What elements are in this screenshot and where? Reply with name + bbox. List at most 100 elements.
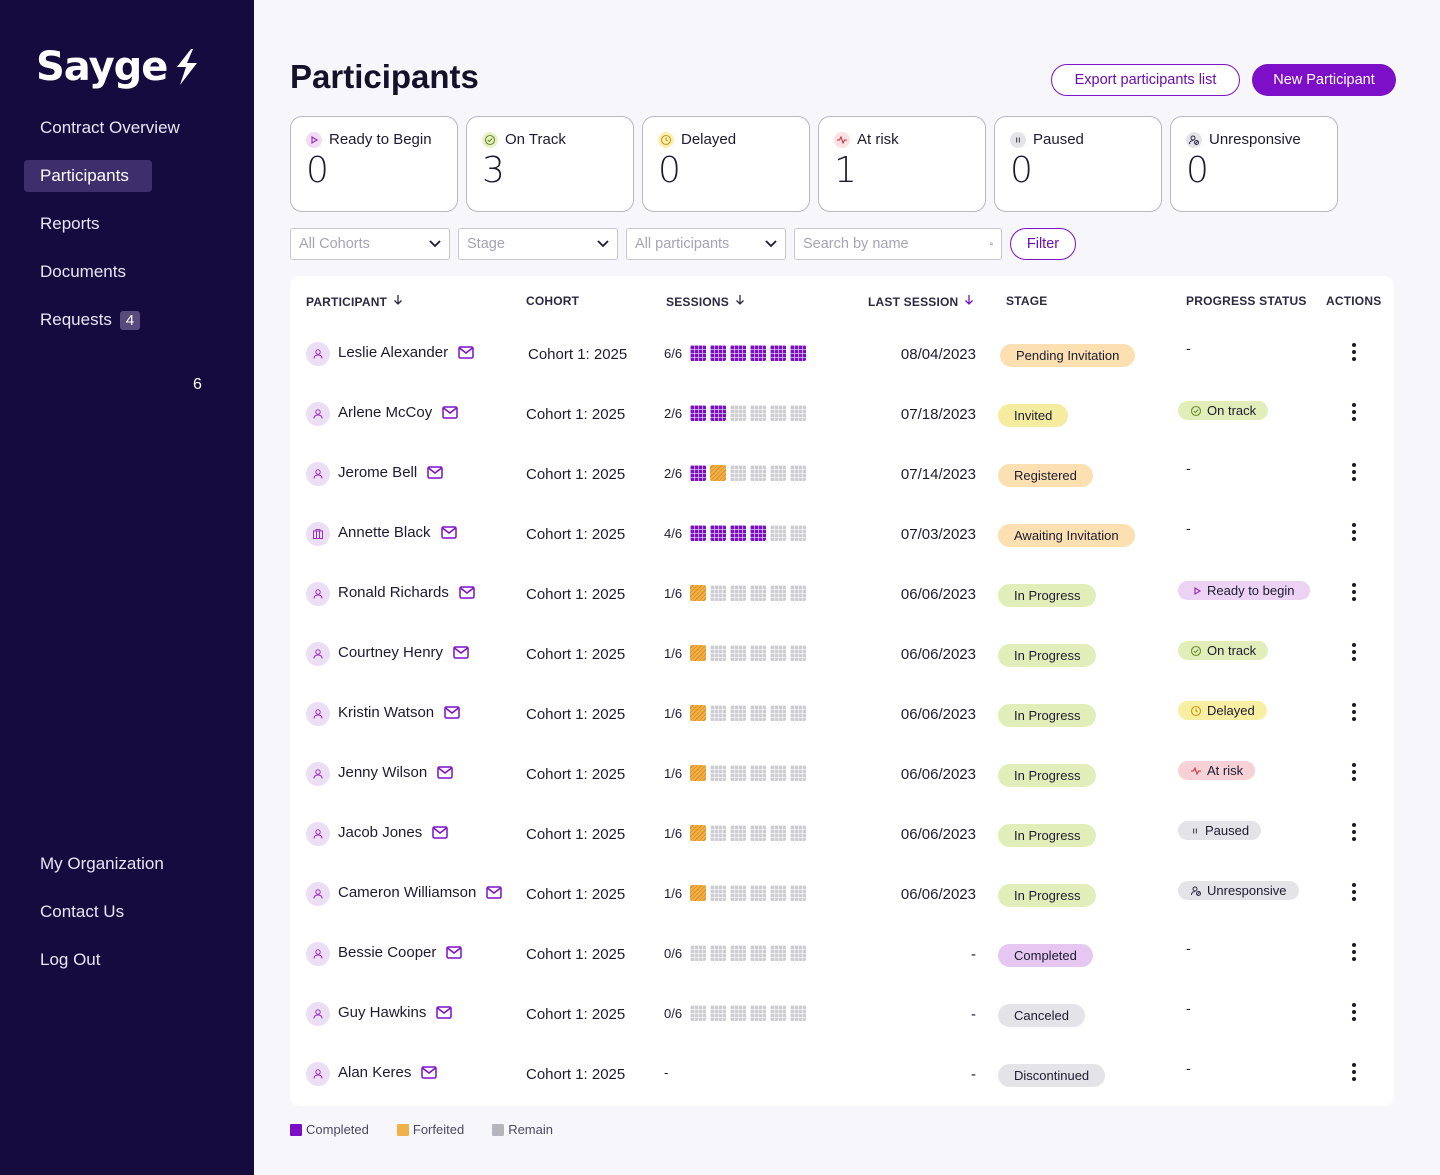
participants-select[interactable]: All participants: [626, 228, 786, 260]
sidebar-item-contact-us[interactable]: Contact Us: [24, 896, 230, 928]
stage-select[interactable]: Stage: [458, 228, 618, 260]
column-header-sessions[interactable]: SESSIONS: [666, 294, 745, 309]
progress-status-label: Ready to begin: [1207, 583, 1295, 598]
mail-icon[interactable]: [453, 646, 469, 659]
user-icon: [306, 1002, 330, 1026]
session-square-remaining: [750, 585, 766, 601]
sort-arrow-icon[interactable]: [735, 294, 745, 309]
cohort-select[interactable]: All Cohorts: [290, 228, 450, 260]
participant-name[interactable]: Jenny Wilson: [338, 764, 453, 781]
cohort-cell: Cohort 1: 2025: [526, 1006, 626, 1023]
pulse-icon: [834, 131, 850, 148]
mail-icon[interactable]: [446, 946, 463, 959]
more-actions-icon[interactable]: [1344, 1002, 1364, 1022]
participant-name[interactable]: Annette Black: [338, 524, 457, 541]
status-card-header: On Track: [482, 131, 618, 148]
session-square-remaining: [790, 405, 806, 421]
session-square-remaining: [730, 1005, 746, 1021]
participant-name[interactable]: Arlene McCoy: [338, 404, 458, 421]
participant-name[interactable]: Alan Keres: [338, 1064, 438, 1081]
participant-name[interactable]: Leslie Alexander: [338, 344, 474, 361]
sort-arrow-icon[interactable]: [964, 294, 974, 309]
more-actions-icon[interactable]: [1344, 582, 1364, 602]
export-participants-button[interactable]: Export participants list: [1051, 64, 1240, 96]
progress-status-label: At risk: [1207, 763, 1244, 778]
status-card-at-risk[interactable]: At risk 1: [818, 116, 986, 212]
participant-name[interactable]: Jerome Bell: [338, 464, 443, 481]
participant-name[interactable]: Cameron Williamson: [338, 884, 503, 901]
mail-icon[interactable]: [442, 406, 458, 419]
search-input[interactable]: [803, 236, 990, 252]
mail-icon[interactable]: [432, 826, 448, 839]
last-session-cell: 08/04/2023: [900, 346, 976, 363]
session-square-remaining: [710, 705, 726, 721]
mail-icon[interactable]: [458, 346, 474, 359]
status-card-delayed[interactable]: Delayed 0: [642, 116, 810, 212]
mail-icon[interactable]: [444, 706, 460, 719]
stage-badge: Canceled: [998, 1004, 1085, 1027]
sidebar-item-requests[interactable]: Requests 4: [24, 304, 230, 336]
session-square-remaining: [750, 1005, 766, 1021]
participant-name[interactable]: Bessie Cooper: [338, 944, 463, 961]
status-card-paused[interactable]: Paused 0: [994, 116, 1162, 212]
participant-name[interactable]: Kristin Watson: [338, 704, 460, 721]
filter-button[interactable]: Filter: [1010, 228, 1076, 260]
more-actions-icon[interactable]: [1344, 822, 1364, 842]
more-actions-icon[interactable]: [1344, 762, 1364, 782]
sessions-cell: 1/6: [664, 765, 806, 781]
status-card-unresponsive[interactable]: Unresponsive 0: [1170, 116, 1338, 212]
column-header-last-session[interactable]: LAST SESSION: [868, 294, 974, 309]
column-header-stage: STAGE: [1006, 294, 1047, 308]
search-icon[interactable]: [990, 236, 993, 252]
sidebar-item-participants[interactable]: Participants: [24, 160, 152, 192]
more-actions-icon[interactable]: [1344, 882, 1364, 902]
user-icon: [306, 462, 330, 486]
more-actions-icon[interactable]: [1344, 642, 1364, 662]
status-card-header: Ready to Begin: [306, 131, 442, 148]
mail-icon[interactable]: [486, 886, 503, 899]
kebab-dot: [1352, 403, 1356, 407]
sidebar-item-label: Documents: [40, 262, 126, 281]
participant-name[interactable]: Guy Hawkins: [338, 1004, 453, 1021]
more-actions-icon[interactable]: [1344, 702, 1364, 722]
mail-icon[interactable]: [459, 586, 475, 599]
mail-icon[interactable]: [421, 1066, 438, 1079]
status-card-ready-to-begin[interactable]: Ready to Begin 0: [290, 116, 458, 212]
sidebar-item-documents[interactable]: Documents: [24, 256, 230, 288]
session-square-remaining: [730, 765, 746, 781]
participant-name[interactable]: Jacob Jones: [338, 824, 448, 841]
cohort-cell: Cohort 1: 2025: [526, 526, 626, 543]
table-row: Arlene McCoy Cohort 1: 2025 2/6 07/18/2023 I…: [290, 384, 1394, 444]
participant-name[interactable]: Courtney Henry: [338, 644, 469, 661]
mail-icon[interactable]: [436, 1006, 453, 1019]
sidebar-item-contract-overview[interactable]: Contract Overview: [24, 112, 230, 144]
more-actions-icon[interactable]: [1344, 942, 1364, 962]
mail-icon[interactable]: [437, 766, 453, 779]
more-actions-icon[interactable]: [1344, 522, 1364, 542]
sidebar-item-my-organization[interactable]: My Organization: [24, 848, 230, 880]
brand-logo[interactable]: Sayge: [36, 44, 201, 90]
participant-name[interactable]: Ronald Richards: [338, 584, 475, 601]
sidebar-item-label: Log Out: [40, 950, 101, 969]
mail-icon[interactable]: [427, 466, 443, 479]
more-actions-icon[interactable]: [1344, 402, 1364, 422]
mail-icon[interactable]: [440, 526, 457, 539]
kebab-dot: [1352, 523, 1356, 527]
sort-arrow-icon[interactable]: [393, 294, 403, 309]
sidebar-item-reports[interactable]: Reports: [24, 208, 230, 240]
sessions-count: 2/6: [664, 465, 683, 481]
kebab-dot: [1352, 1077, 1356, 1081]
status-card-on-track[interactable]: On Track 3: [466, 116, 634, 212]
stage-badge: Registered: [998, 464, 1093, 487]
stage-badge: Pending Invitation: [1000, 344, 1136, 367]
column-header-participant[interactable]: PARTICIPANT: [306, 294, 403, 309]
new-participant-button[interactable]: New Participant: [1252, 64, 1396, 96]
participant-name-text: Jerome Bell: [338, 464, 418, 481]
more-actions-icon[interactable]: [1344, 1062, 1364, 1082]
session-square-remaining: [770, 705, 786, 721]
sessions-count: 6/6: [664, 345, 683, 361]
sidebar-item-log-out[interactable]: Log Out: [24, 944, 230, 976]
more-actions-icon[interactable]: [1344, 462, 1364, 482]
session-square-remaining: [790, 705, 806, 721]
more-actions-icon[interactable]: [1344, 342, 1364, 362]
